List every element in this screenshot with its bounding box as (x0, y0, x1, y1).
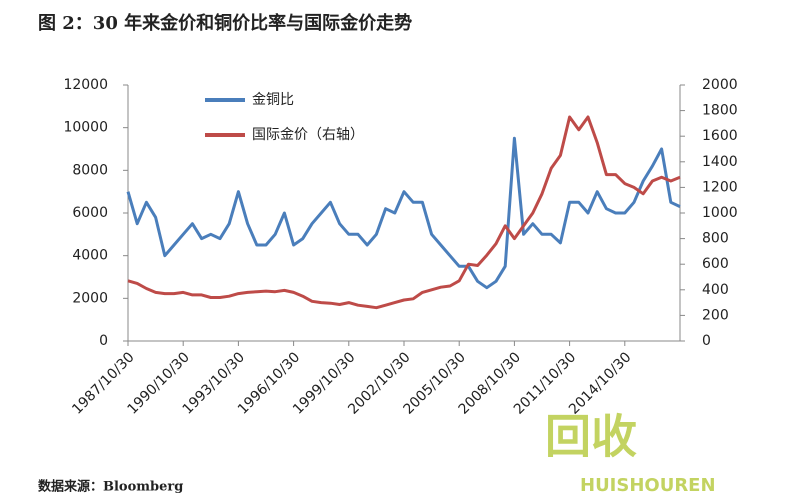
y2-tick-label: 0 (702, 333, 711, 349)
y-tick-label: 12000 (63, 77, 108, 93)
y2-tick-label: 1800 (702, 103, 738, 119)
y2-tick-label: 200 (702, 307, 729, 323)
y2-tick-label: 400 (702, 282, 729, 298)
series-line (127, 115, 681, 310)
y2-tick-label: 1000 (702, 205, 738, 221)
y2-tick-label: 600 (702, 256, 729, 272)
series-line (126, 136, 681, 290)
y-tick-label: 8000 (72, 162, 108, 178)
y2-tick-label: 1400 (702, 154, 738, 170)
y-tick-label: 2000 (72, 290, 108, 306)
legend-label: 国际金价（右轴） (252, 127, 364, 143)
y-tick-label: 6000 (72, 205, 108, 221)
chart-title: 图 2：30 年来金价和铜价比率与国际金价走势 (38, 12, 412, 34)
y-tick-label: 10000 (63, 120, 108, 136)
y2-tick-label: 1200 (702, 179, 738, 195)
watermark: HUISHOUREN (580, 475, 716, 496)
source: 数据来源：Bloomberg (38, 479, 183, 495)
y-tick-label: 4000 (72, 248, 108, 264)
y2-tick-label: 2000 (702, 77, 738, 93)
y2-tick-label: 1600 (702, 128, 738, 144)
y2-tick-label: 800 (702, 231, 729, 247)
y-tick-label: 0 (99, 333, 108, 349)
legend-label: 金铜比 (252, 92, 294, 108)
watermark: 回收 (545, 410, 637, 464)
